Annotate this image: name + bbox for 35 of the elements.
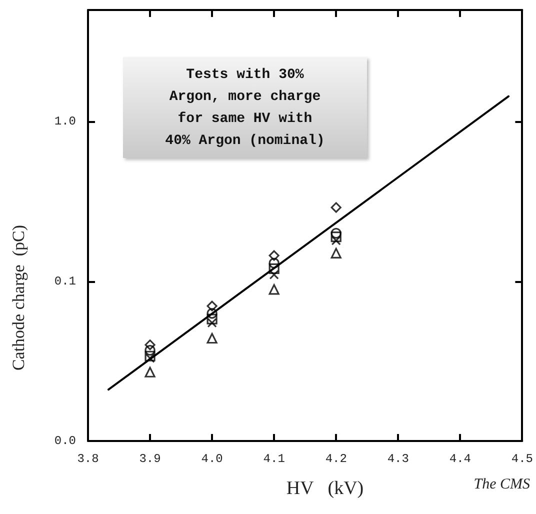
point xyxy=(268,258,280,268)
point xyxy=(269,270,279,280)
x-axis-title: HV (kV) xyxy=(286,478,364,499)
point xyxy=(206,314,218,324)
point xyxy=(330,248,342,258)
point xyxy=(144,350,156,362)
y-tick-label: 0.1 xyxy=(54,274,76,288)
point xyxy=(268,263,280,274)
note-box: Tests with 30% Argon, more charge for same HV with 40% Argon (nominal) xyxy=(123,57,367,158)
point xyxy=(144,340,156,350)
y-axis-title: Cathode charge (pC) xyxy=(9,224,28,371)
point xyxy=(145,353,155,363)
point xyxy=(330,202,342,213)
point xyxy=(206,308,218,319)
point xyxy=(268,250,280,261)
x-tick-label: 4.0 xyxy=(201,452,223,466)
point xyxy=(330,231,342,242)
x-tick-label: 3.8 xyxy=(77,452,99,466)
point xyxy=(207,318,217,328)
point xyxy=(268,284,280,295)
point xyxy=(144,366,156,378)
x-tick-label: 4.3 xyxy=(387,452,409,466)
x-tick-label: 4.4 xyxy=(449,452,471,466)
point xyxy=(330,228,342,239)
y-tick-label: 0.0 xyxy=(54,434,76,448)
point xyxy=(144,344,156,356)
x-tick-label: 4.5 xyxy=(511,452,534,466)
point xyxy=(331,236,341,246)
text: The CMS xyxy=(474,476,530,492)
x-tick-label: 4.1 xyxy=(263,452,285,466)
y-tick-label: 1.0 xyxy=(54,114,76,129)
point xyxy=(206,332,218,344)
x-tick-label: 4.2 xyxy=(325,452,347,466)
x-tick-label: 3.9 xyxy=(139,452,161,466)
point xyxy=(206,300,218,312)
